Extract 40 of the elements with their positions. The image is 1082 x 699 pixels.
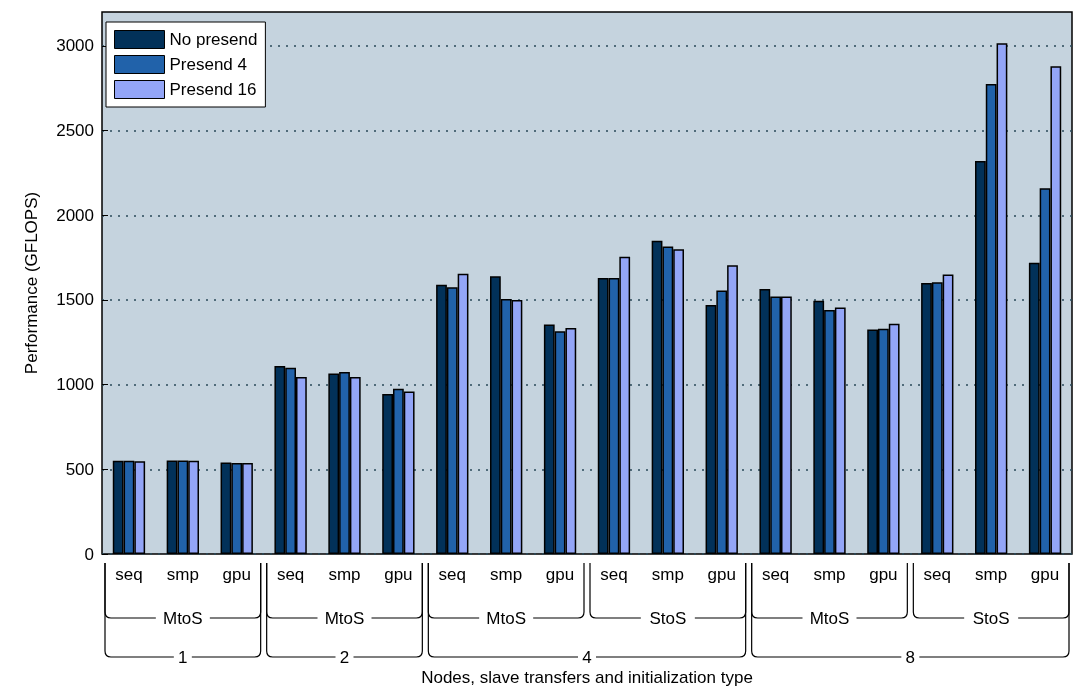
x-tick-label: gpu	[869, 565, 898, 584]
x-tick-label: seq	[923, 565, 951, 584]
y-tick-label: 0	[84, 544, 94, 564]
text: StoS	[972, 609, 1010, 628]
x-tick-label: seq	[276, 565, 305, 584]
x-tick-label: gpu	[222, 565, 251, 584]
x-tick-label: smp	[651, 565, 684, 584]
y-axis-title: Performance (GFLOPS)	[22, 191, 41, 375]
x-tick-label: gpu	[1030, 565, 1060, 584]
legend-label: Presend 4	[169, 55, 247, 74]
legend-label: No presend	[169, 30, 258, 49]
x-tick-label: smp	[490, 565, 523, 584]
text: MtoS	[486, 609, 527, 628]
x-tick-label: seq	[115, 565, 143, 584]
y-tick-label: 2500	[56, 121, 94, 141]
text: 8	[905, 648, 916, 667]
x-tick-label: smp	[328, 565, 361, 584]
legend-label: Presend 16	[169, 80, 257, 99]
text: 1	[178, 648, 188, 667]
x-tick-label: smp	[975, 565, 1008, 584]
x-tick-label: gpu	[707, 565, 736, 584]
x-axis-title: Nodes, slave transfers and initialization type	[421, 668, 753, 687]
y-tick-label: 3000	[56, 36, 94, 56]
y-tick-label: 2000	[56, 205, 94, 225]
y-tick-label: 1500	[56, 290, 94, 310]
x-tick-label: gpu	[384, 565, 413, 584]
text: MtoS	[809, 609, 850, 628]
text: 4	[582, 648, 592, 667]
y-tick-label: 1000	[56, 375, 94, 395]
x-tick-label: smp	[166, 565, 199, 584]
x-tick-label: seq	[600, 565, 628, 584]
text: StoS	[649, 609, 687, 628]
text: MtoS	[162, 609, 203, 628]
y-tick-label: 500	[65, 459, 94, 479]
text: 2	[339, 648, 350, 667]
x-tick-label: smp	[813, 565, 846, 584]
x-tick-label: gpu	[545, 565, 575, 584]
x-tick-label: seq	[438, 565, 466, 584]
x-tick-label: seq	[761, 565, 790, 584]
text: MtoS	[324, 609, 365, 628]
